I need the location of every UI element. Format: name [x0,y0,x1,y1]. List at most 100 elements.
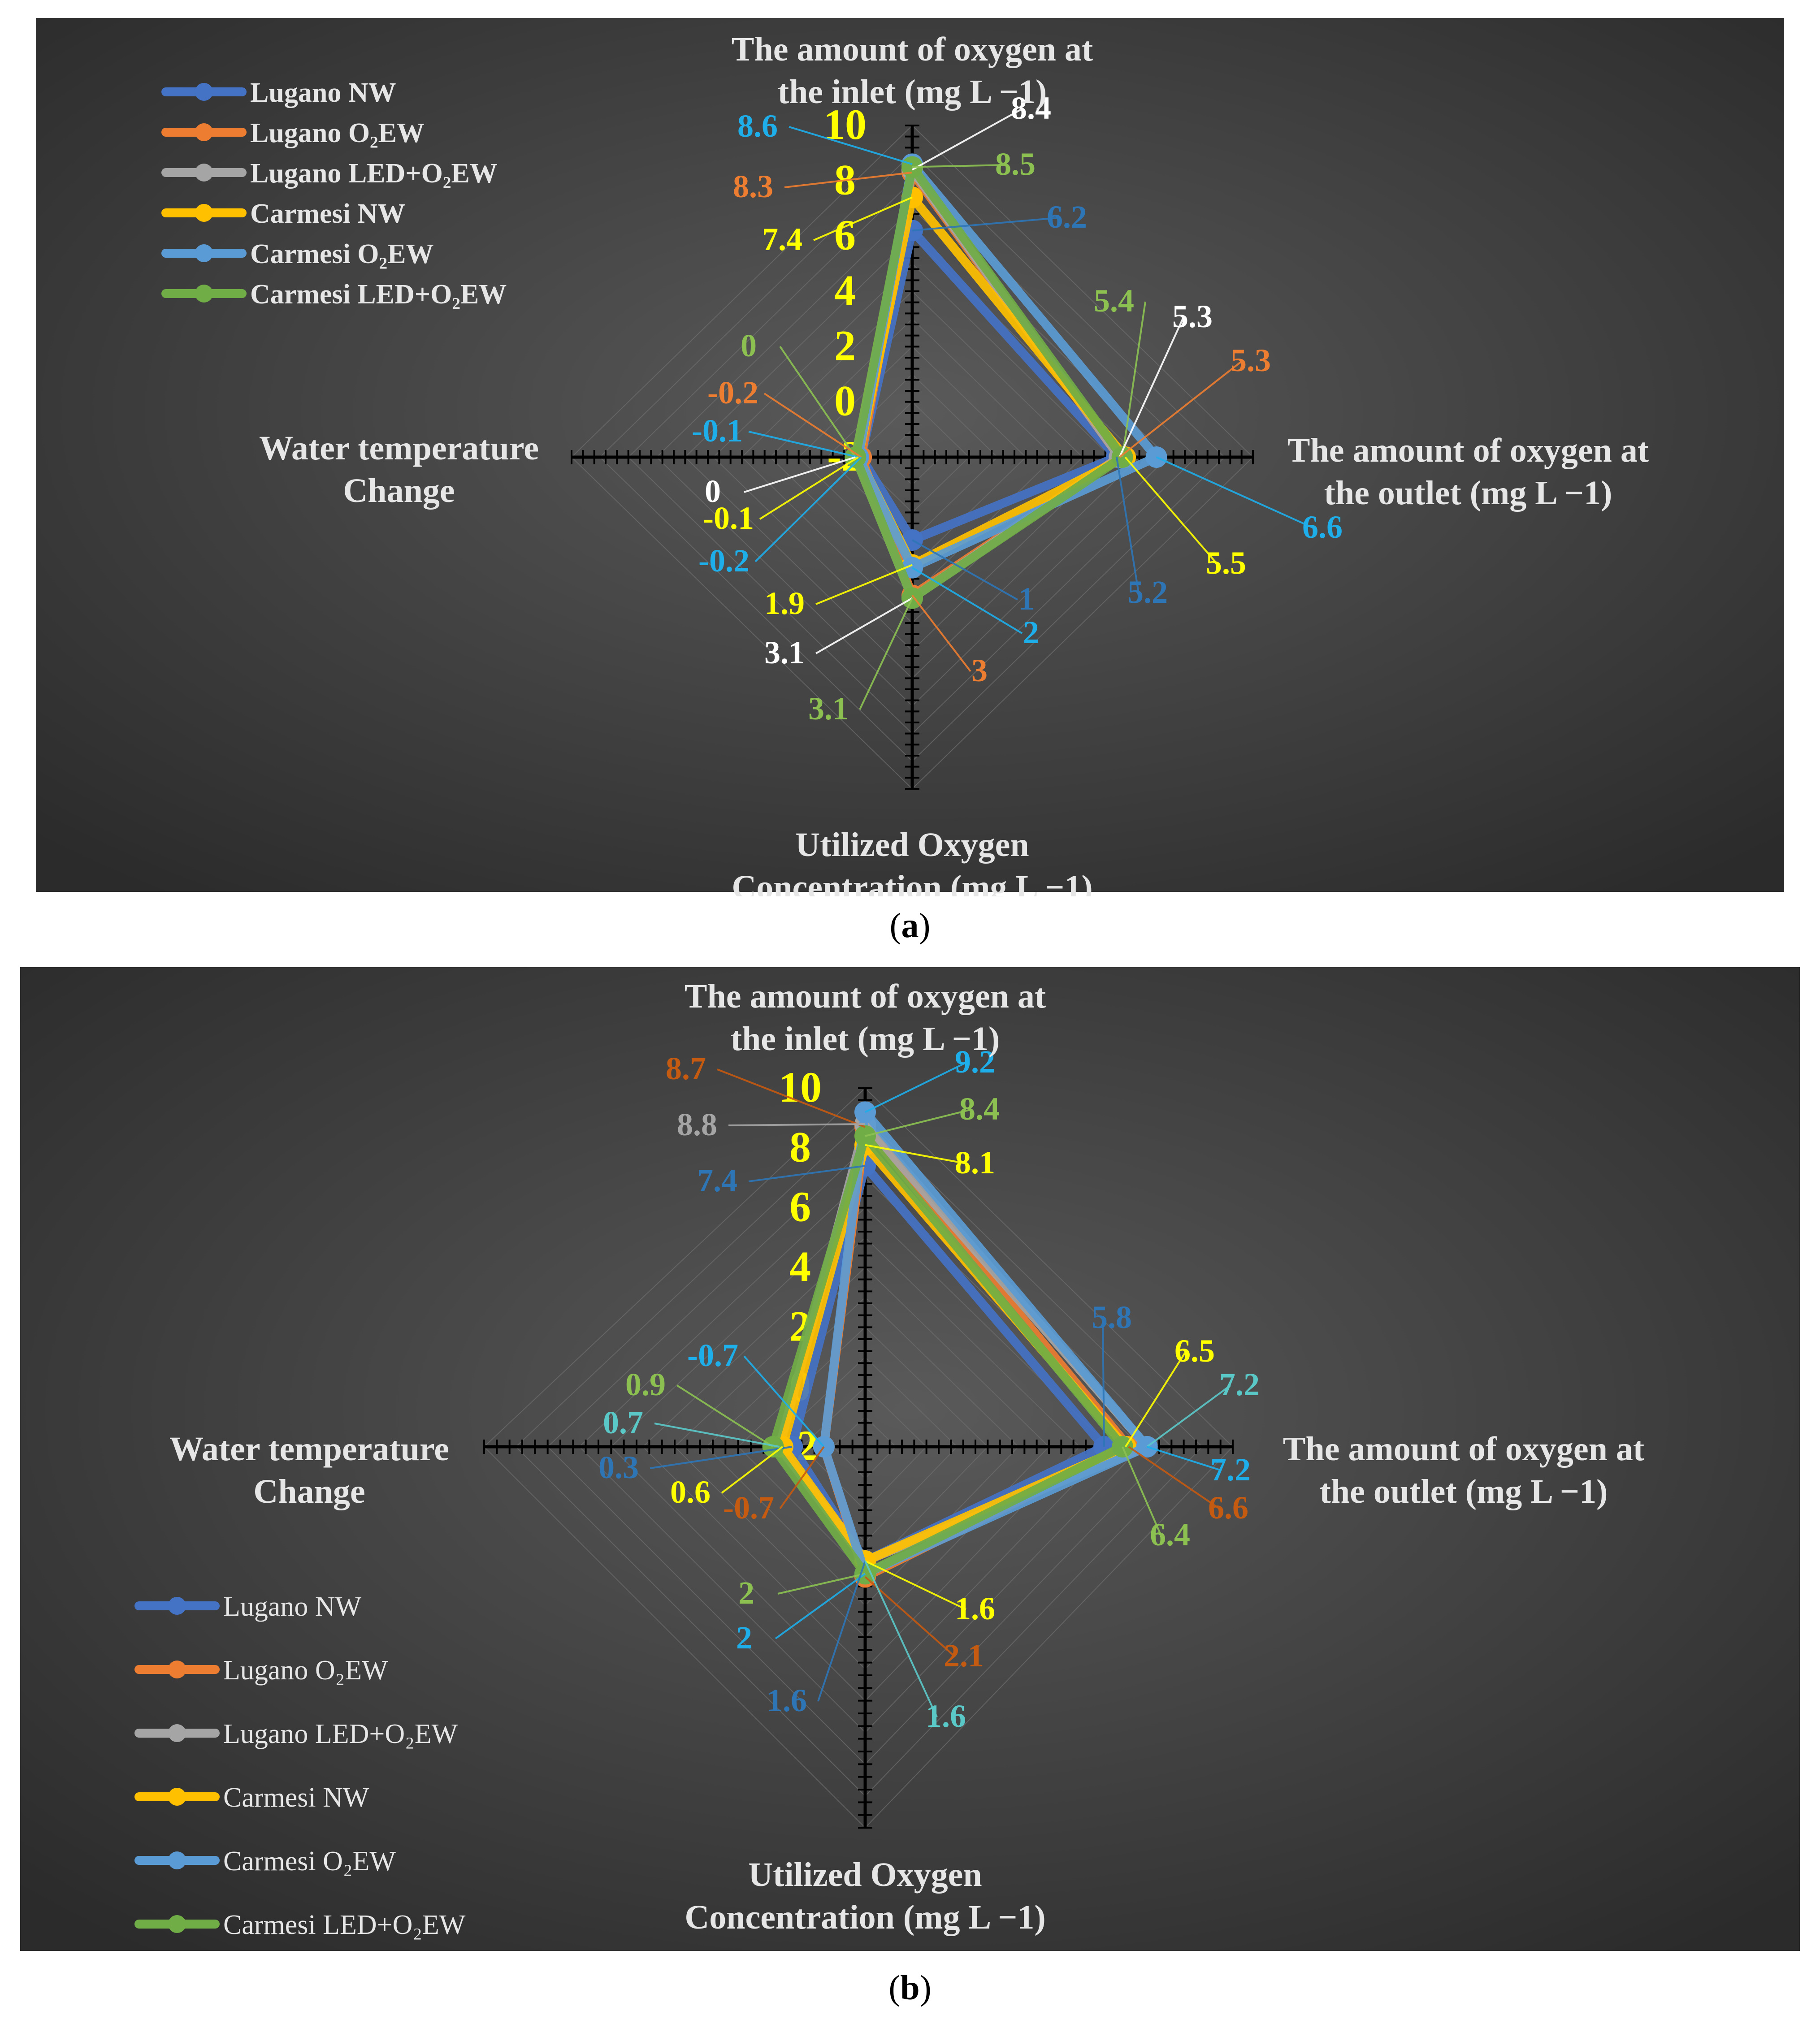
legend-label: Lugano NW [223,1592,362,1622]
legend-label: Carmesi LED+O₂EW [250,279,507,310]
value-label-leader [1116,457,1140,593]
legend-label: Carmesi O₂EW [223,1846,396,1877]
radar-chart-b: 1086420-28.79.28.88.47.48.15.86.57.27.26… [20,967,1800,1951]
legend-label: Carmesi LED+O₂EW [223,1910,466,1940]
value-label: 5.8 [1092,1299,1132,1335]
value-label-leader [1124,456,1218,565]
value-label: 0.7 [603,1405,643,1440]
value-label: 0.9 [625,1367,666,1402]
value-label-leader [1122,1446,1162,1536]
chart-background [20,967,1800,1951]
radar-chart-a: 1086420-28.68.48.38.57.46.25.45.35.36.65… [36,18,1784,896]
value-label: 0 [705,473,721,509]
value-label: 2 [738,1575,754,1611]
value-label: 1.6 [955,1591,995,1626]
value-label-leader [721,1446,784,1494]
value-label: 8.8 [677,1107,717,1142]
axis-title: The amount of oxygen at [1287,432,1649,469]
value-label: 6.5 [1174,1333,1215,1369]
value-label-leader [815,597,913,654]
value-label-leader [754,456,862,562]
value-label-leader [1118,317,1184,458]
scale-tick-label: 6 [789,1183,811,1231]
value-label-leader [912,108,1023,171]
series-point [854,1125,876,1147]
value-label-leader [864,1576,956,1657]
value-label: 8.4 [959,1091,1000,1127]
value-label: -0.7 [687,1337,738,1373]
legend-label: Carmesi NW [250,199,405,229]
value-label-leader [865,1144,966,1164]
value-label: 3 [971,653,988,688]
scale-tick-label: 8 [789,1123,811,1171]
value-label-leader [1102,1318,1105,1447]
caption-b: (b) [888,1968,932,2007]
value-label: -0.2 [698,543,750,579]
legend-label: Carmesi NW [223,1782,369,1813]
value-label: 2 [736,1620,752,1656]
value-label: 5.3 [1172,298,1213,334]
value-label: 7.4 [762,221,802,257]
scale-tick-label: 10 [779,1063,822,1111]
value-label-leader [676,1384,774,1448]
value-label: -0.2 [707,375,758,411]
legend-label: Lugano O₂EW [250,118,425,148]
value-label: 8.3 [733,169,773,204]
value-label: 1.9 [764,585,805,621]
legend-marker [195,164,213,182]
caption-b-letter: b [900,1968,920,2007]
value-label: 8.5 [995,146,1036,182]
value-label-leader [650,1446,793,1469]
value-label-leader [859,597,913,710]
legend-marker [168,1851,186,1869]
axis-title: Utilized Oxygen [795,826,1029,864]
value-label-leader [911,567,1023,634]
value-label: 9.2 [955,1044,995,1080]
chart-panel-a: 1086420-28.68.48.38.57.46.25.45.35.36.65… [0,18,1820,896]
value-label: 3.1 [764,635,805,670]
legend-label: Carmesi O₂EW [250,239,433,269]
value-label: 8.1 [955,1145,995,1181]
legend-marker [195,244,213,262]
scale-tick-label: 0 [834,377,856,425]
value-label: 1.6 [767,1682,807,1718]
value-label-leader [817,1561,866,1702]
scale-tick-label: 6 [834,211,856,259]
axis-title: The amount of oxygen at [685,977,1046,1015]
scale-tick-label: 4 [834,266,856,314]
value-label: 2 [1023,614,1039,650]
value-label-leader [1121,301,1146,458]
axis-title: the inlet (mg L −1) [731,1020,1000,1058]
value-label-leader [1146,1384,1231,1448]
legend-marker [195,285,213,303]
legend-label: Lugano LED+O₂EW [250,158,498,189]
value-label-leader [763,393,862,458]
axis-title: The amount of oxygen at [1283,1430,1644,1468]
legend-label: Lugano O₂EW [223,1655,388,1686]
value-label-leader [748,1165,866,1182]
axis-title: The amount of oxygen at [732,30,1093,68]
value-label-leader [912,539,1018,601]
value-label-leader [1147,1446,1222,1471]
value-label-leader [728,1123,866,1126]
axis-title: Water temperature [259,429,539,467]
legend-label: Lugano NW [250,78,396,108]
value-label-leader [789,126,913,165]
value-label-leader [779,1446,825,1509]
value-label-leader [864,1561,938,1717]
value-label-leader [654,1423,780,1448]
value-label: 1.6 [926,1698,966,1734]
value-label: 6.4 [1150,1517,1190,1553]
axis-title: the outlet (mg L −1) [1320,1473,1608,1510]
value-label: 0.3 [598,1449,639,1485]
value-label: 3.1 [808,691,849,727]
chart-panel-b: 1086420-28.79.28.88.47.48.15.86.57.27.26… [0,967,1820,1953]
value-label: 7.2 [1219,1367,1260,1402]
value-label: 8.6 [737,108,778,144]
value-label-leader [912,164,1007,168]
value-label: 6.2 [1047,199,1087,235]
value-label-leader [744,456,856,493]
legend-marker [168,1788,186,1806]
value-label-leader [1128,1446,1220,1509]
axis-title: Change [253,1473,365,1510]
